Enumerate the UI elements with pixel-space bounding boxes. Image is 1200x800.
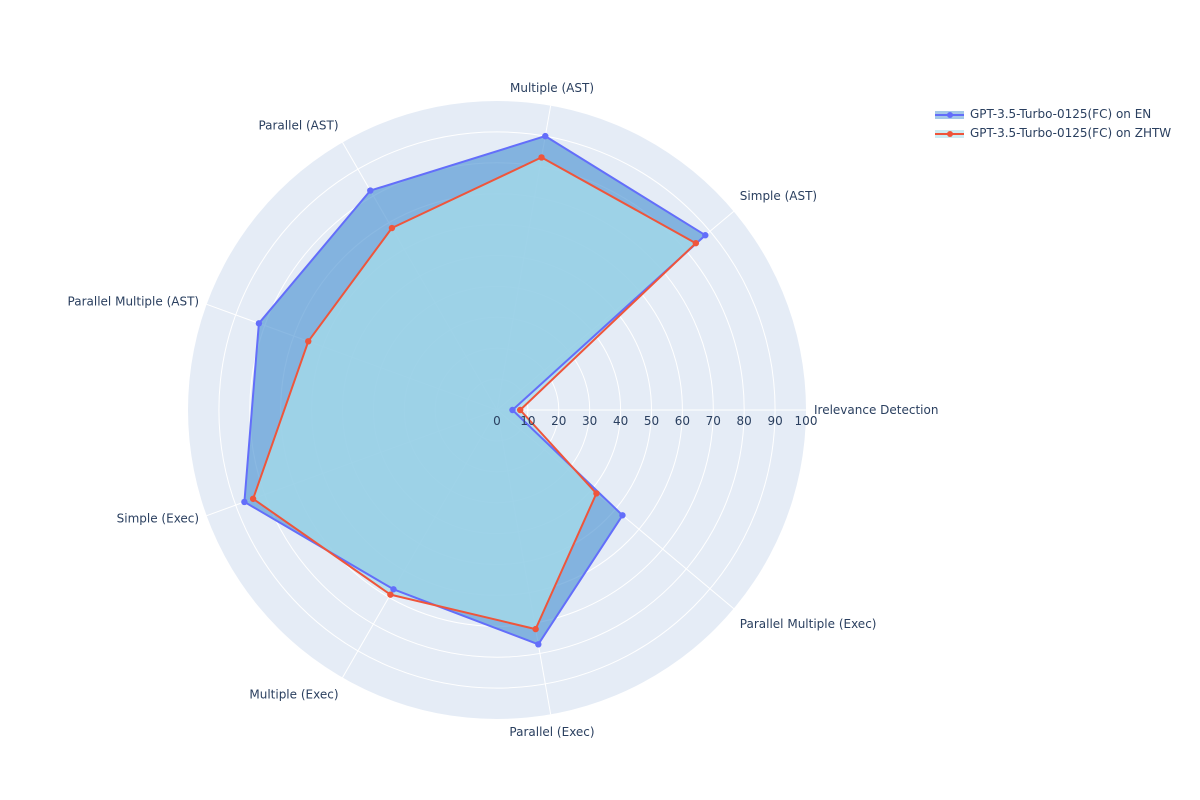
category-label: Parallel (AST) (258, 119, 338, 133)
category-label: Simple (Exec) (117, 511, 199, 525)
series-0-point-7 (535, 641, 542, 648)
radial-tick-label: 70 (706, 414, 721, 428)
series-0-point-2 (542, 132, 549, 140)
radial-tick-label: 0 (493, 414, 501, 428)
series-1-point-6 (387, 591, 394, 598)
series-0-point-0 (509, 406, 516, 414)
series-1-point-7 (532, 625, 539, 633)
radial-tick-label: 60 (675, 414, 690, 428)
legend-label-zhtw: GPT-3.5-Turbo-0125(FC) on ZHTW (970, 125, 1172, 140)
legend-swatch-en-icon (930, 107, 964, 121)
radial-tick-label: 20 (551, 414, 566, 428)
legend-label-en: GPT-3.5-Turbo-0125(FC) on EN (970, 106, 1152, 121)
category-label: Parallel Multiple (Exec) (740, 617, 877, 631)
series-1-fill (253, 157, 696, 630)
category-label: Parallel Multiple (AST) (68, 295, 200, 309)
radial-tick-label: 30 (582, 414, 597, 428)
series-0-point-4 (255, 320, 263, 327)
series-0-point-8 (619, 512, 626, 519)
category-label: Parallel (Exec) (509, 725, 594, 739)
series-0-point-1 (702, 232, 709, 239)
radial-tick-label: 90 (767, 414, 782, 428)
series-0-line (243, 135, 707, 646)
legend-item-zhtw[interactable]: GPT-3.5-Turbo-0125(FC) on ZHTW (930, 123, 1171, 142)
series-1-point-3 (388, 224, 396, 232)
radial-tick-label: 50 (644, 414, 659, 428)
legend-swatch-zhtw-icon (930, 126, 964, 140)
series-1-point-1 (692, 239, 700, 247)
radial-tick-label: 100 (795, 414, 818, 428)
legend-item-en[interactable]: GPT-3.5-Turbo-0125(FC) on EN (930, 104, 1171, 123)
legend: GPT-3.5-Turbo-0125(FC) on EN GPT-3.5-Tur… (930, 104, 1171, 142)
radial-tick-label: 10 (520, 414, 535, 428)
series-1-line (252, 156, 697, 631)
category-label: Irelevance Detection (814, 403, 938, 417)
category-label: Simple (AST) (740, 189, 817, 203)
radial-tick-label: 40 (613, 414, 628, 428)
category-label: Multiple (Exec) (249, 688, 338, 702)
category-label: Multiple (AST) (510, 81, 594, 95)
series-1-point-0 (516, 406, 524, 414)
series-1-point-5 (249, 495, 257, 502)
series-0-point-3 (367, 187, 374, 194)
series-1-point-8 (593, 490, 600, 497)
radial-tick-label: 80 (737, 414, 752, 428)
series-0-point-6 (390, 586, 397, 593)
series-0-point-5 (241, 498, 248, 506)
series-1-point-2 (538, 154, 545, 161)
series-1-point-4 (305, 338, 312, 345)
